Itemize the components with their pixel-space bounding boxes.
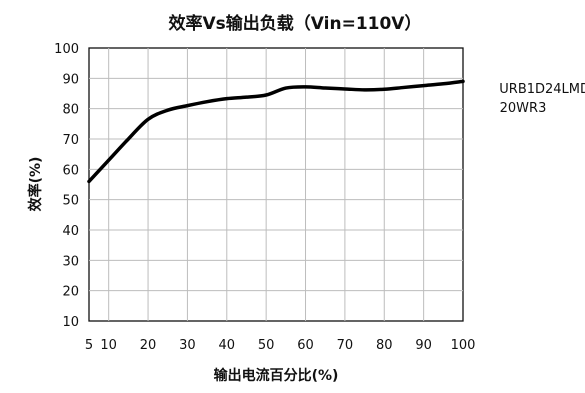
plot-area: [89, 48, 463, 321]
x-tick-label: 30: [179, 338, 196, 353]
x-tick-label: 10: [100, 338, 117, 353]
x-tick-label: 5: [85, 338, 93, 353]
x-tick-label: 60: [297, 338, 314, 353]
x-tick-label: 50: [258, 338, 275, 353]
y-tick-label: 100: [54, 42, 79, 57]
grid-layer: [89, 48, 463, 321]
tick-label-layer: 5 10 20 30 40 50 60 70 80 90 100 10 20 30 40 50 60 70 80 90…: [54, 42, 475, 353]
x-tick-label: 40: [219, 338, 236, 353]
y-tick-label: 50: [62, 194, 79, 209]
x-tick-label: 70: [337, 338, 354, 353]
series-label-layer: URB1D24LMD- 20WR3: [499, 82, 585, 116]
series-line: [89, 81, 463, 181]
x-axis-title: 输出电流百分比(%): [214, 367, 339, 384]
x-tick-label: 100: [451, 338, 476, 353]
y-tick-label: 80: [62, 103, 79, 118]
y-tick-label: 90: [62, 72, 79, 87]
x-tick-label: 80: [376, 338, 393, 353]
y-tick-label: 30: [62, 254, 79, 269]
y-tick-label: 10: [62, 315, 79, 330]
y-tick-label: 70: [62, 133, 79, 148]
series-layer: [89, 81, 463, 181]
series-label: 20WR3: [500, 101, 547, 116]
y-axis-title: 效率(%): [27, 157, 44, 212]
y-tick-label: 20: [62, 285, 79, 300]
chart-title: 效率Vs输出负载（Vin=110V）: [169, 13, 422, 34]
x-tick-label: 20: [140, 338, 157, 353]
series-label: URB1D24LMD-: [499, 82, 585, 97]
x-tick-label: 90: [415, 338, 432, 353]
y-tick-label: 40: [62, 224, 79, 239]
y-tick-label: 60: [62, 163, 79, 178]
